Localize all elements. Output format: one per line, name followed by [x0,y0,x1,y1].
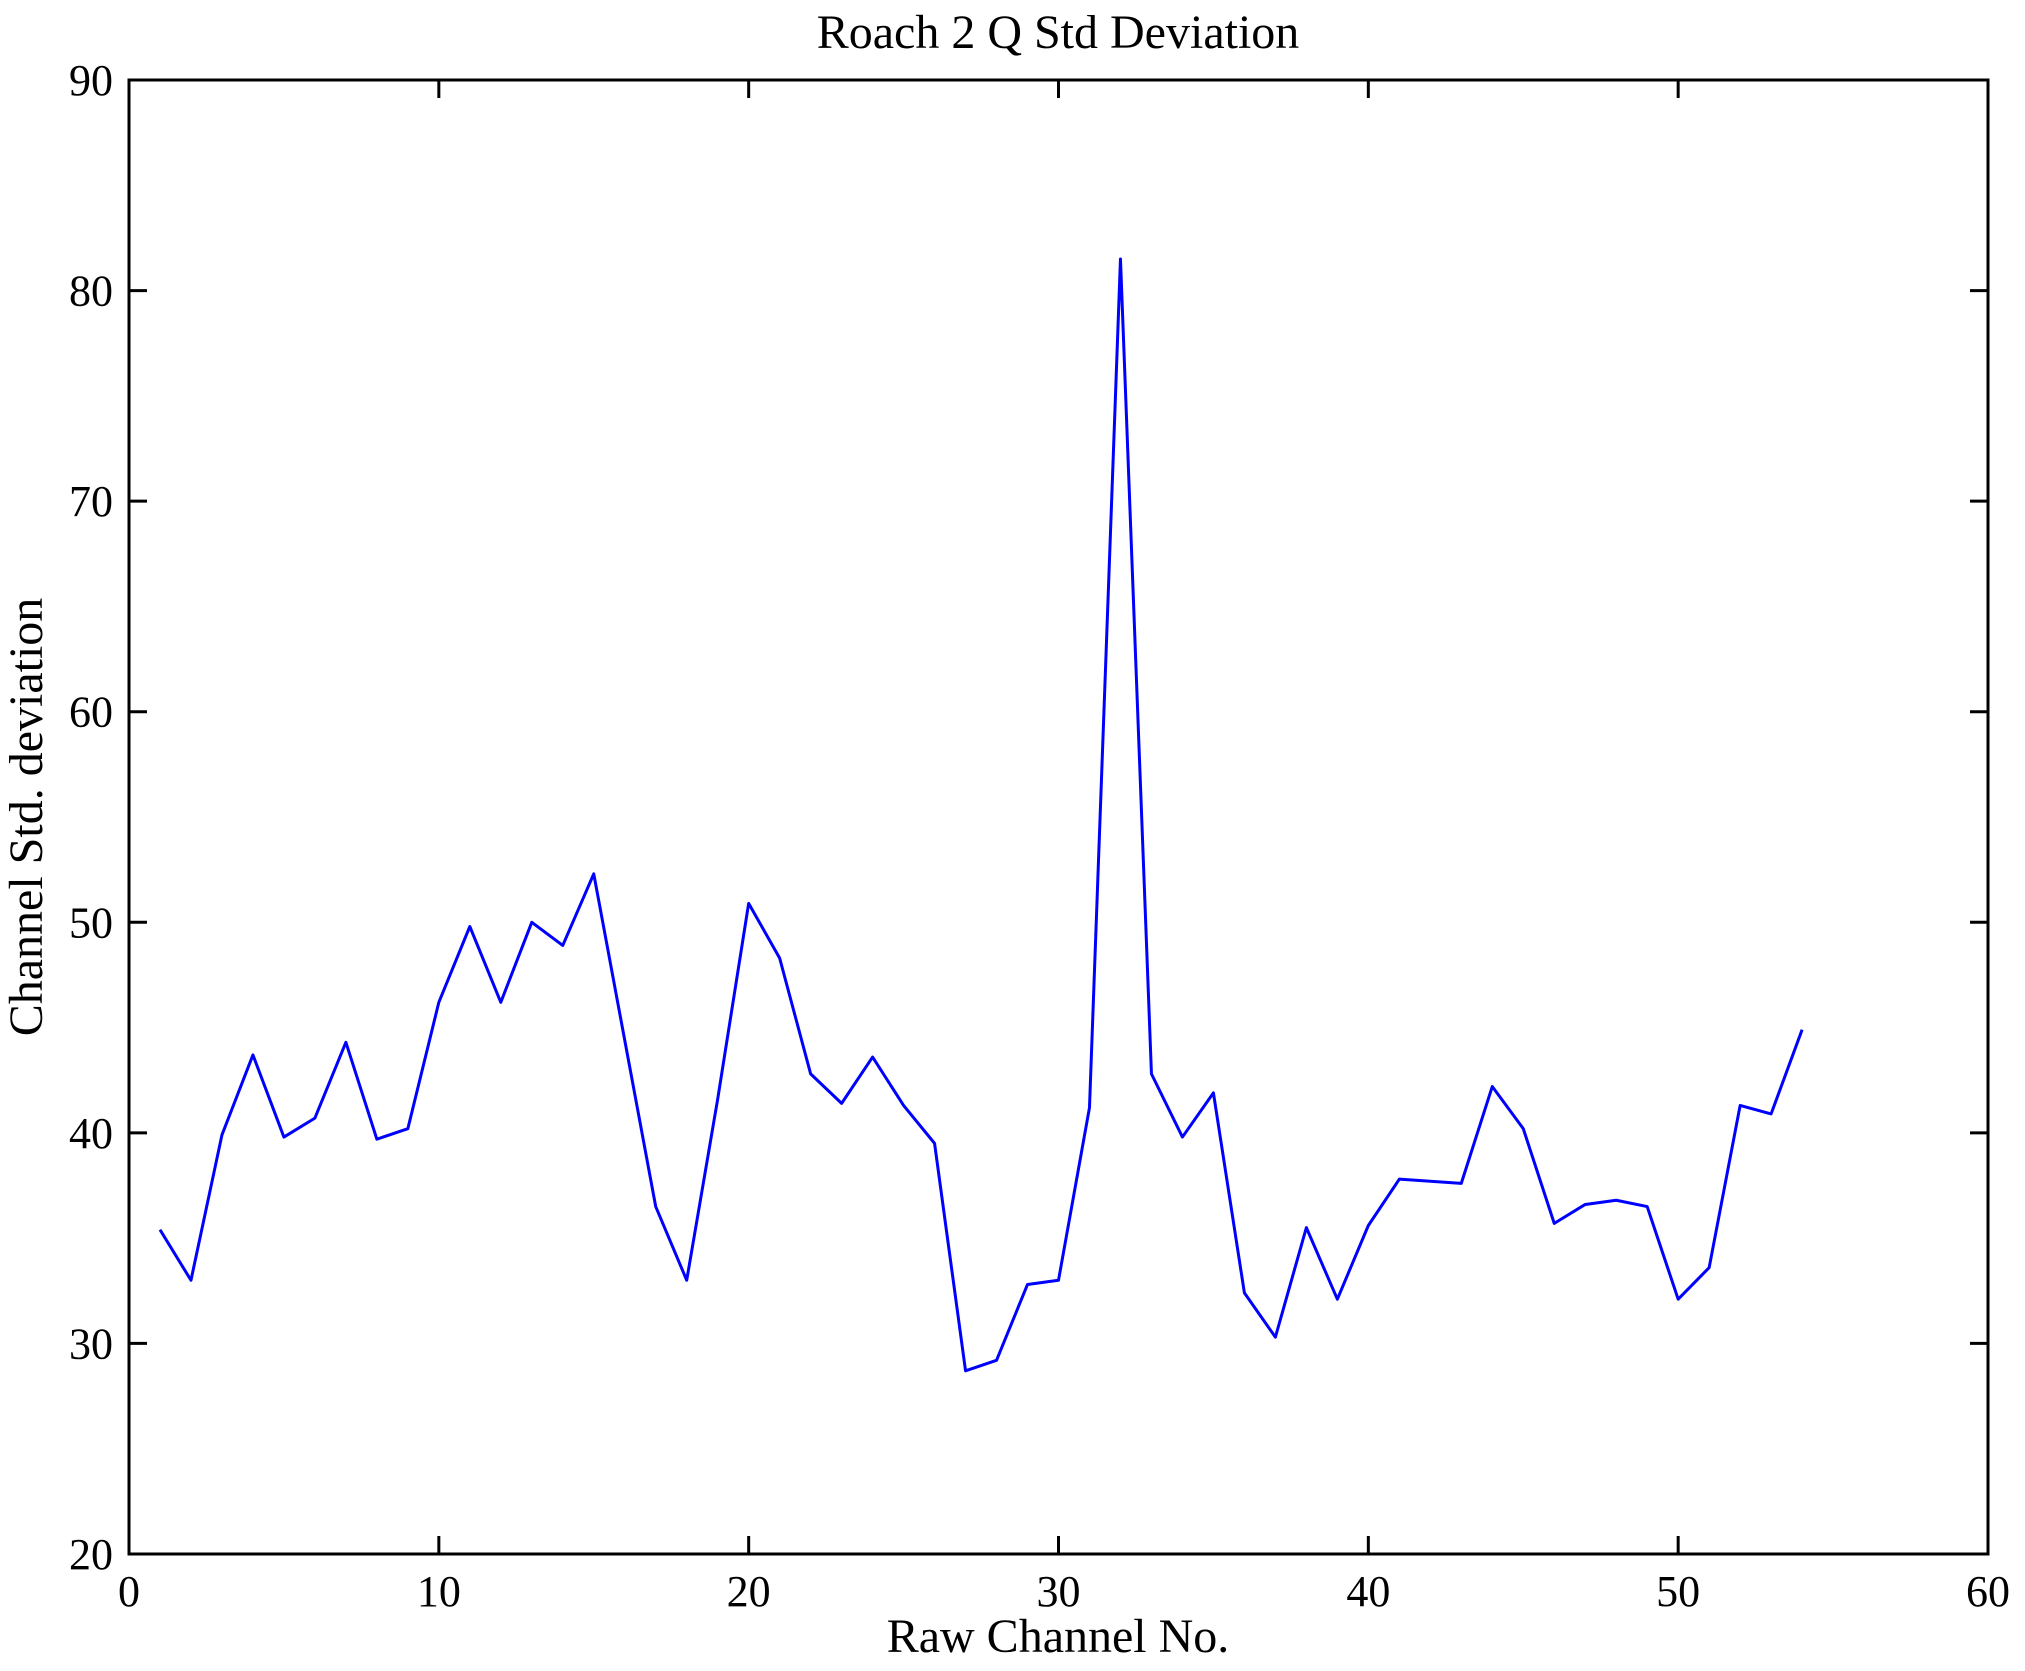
y-tick-labels: 20 30 40 50 60 70 80 90 [69,56,113,1579]
x-tick-label: 0 [118,1567,140,1616]
x-tick-label: 20 [727,1567,771,1616]
y-axis-label: Channel Std. deviation [0,598,53,1037]
data-line [158,257,1804,1373]
axis-ticks [127,78,1990,1556]
y-tick-label: 20 [69,1530,113,1579]
chart-title: Roach 2 Q Std Deviation [817,6,1300,59]
y-tick-label: 30 [69,1319,113,1368]
x-tick-label: 60 [1966,1567,2010,1616]
x-tick-labels: 0 10 20 30 40 50 60 [118,1567,2010,1616]
y-tick-label: 60 [69,688,113,737]
x-axis-label: Raw Channel No. [887,1610,1230,1663]
x-tick-label: 50 [1656,1567,1700,1616]
y-tick-label: 40 [69,1109,113,1158]
y-tick-label: 90 [69,56,113,105]
y-tick-label: 80 [69,267,113,316]
x-tick-label: 40 [1346,1567,1390,1616]
x-tick-label: 10 [417,1567,461,1616]
x-tick-label: 30 [1037,1567,1081,1616]
y-tick-label: 70 [69,477,113,526]
y-tick-label: 50 [69,898,113,947]
plot-box [127,78,1990,1556]
